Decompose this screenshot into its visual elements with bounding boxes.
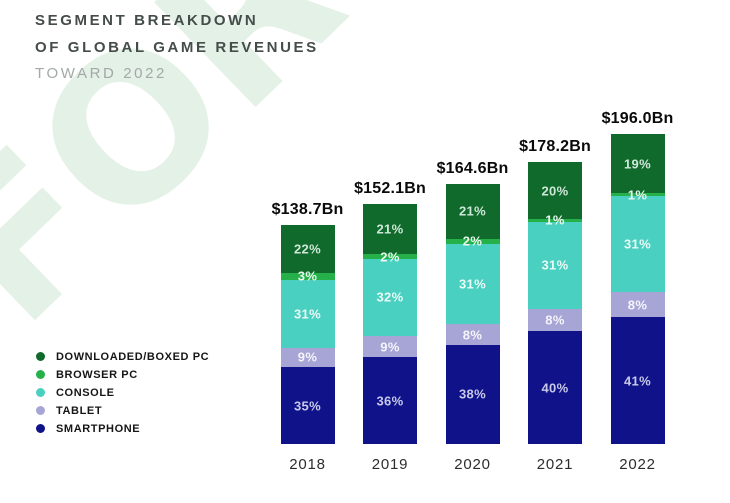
bar-total-label: $152.1Bn	[354, 179, 426, 197]
segment-value-label: 22%	[294, 241, 321, 257]
legend-label: TABLET	[56, 404, 103, 417]
bar-segment-smartphone: 40%	[528, 331, 582, 444]
bar-segment-tablet: 8%	[610, 292, 665, 317]
segment-value-label: 9%	[297, 349, 318, 365]
segment-value-label: 8%	[545, 312, 565, 328]
segment-value-label: 36%	[376, 393, 404, 409]
bar-segment-downloaded-boxed-pc: 21%	[363, 203, 417, 255]
segment-value-label: 41%	[624, 373, 651, 388]
chart-title-line2: OF GLOBAL GAME REVENUES	[35, 39, 319, 56]
segment-value-label: 31%	[294, 306, 321, 322]
segment-value-label: 21%	[376, 221, 404, 237]
segment-value-label: 8%	[627, 297, 648, 313]
bar-segment-smartphone: 36%	[363, 357, 417, 444]
bar-segment-smartphone: 41%	[610, 317, 665, 444]
legend-item-smartphone: SMARTPHONE	[36, 422, 209, 435]
x-axis-label-2020: 2020	[454, 456, 491, 473]
bar-2022: $196.0Bn 19% 1% 31% 8% 41% 2022	[602, 110, 674, 473]
segment-value-label: 20%	[541, 183, 569, 199]
legend-item-console: CONSOLE	[36, 386, 209, 399]
legend-color-dot	[36, 388, 45, 397]
bar-segment-console: 31%	[528, 221, 582, 309]
bar-segment-downloaded-boxed-pc: 19%	[610, 134, 665, 194]
bar-segment-console: 32%	[363, 259, 417, 336]
bar-segment-downloaded-boxed-pc: 22%	[280, 224, 335, 274]
segment-value-label: 19%	[624, 156, 651, 172]
legend-item-browser-pc: BROWSER PC	[36, 368, 209, 381]
legend-label: SMARTPHONE	[56, 422, 141, 435]
legend: DOWNLOADED/BOXED PC BROWSER PC CONSOLE TABL…	[36, 350, 210, 435]
chart-subtitle: TOWARD 2022	[35, 65, 167, 82]
legend-label: DOWNLOADED/BOXED PC	[56, 350, 210, 363]
bar-segment-console: 31%	[280, 279, 335, 348]
segment-value-label: 21%	[459, 203, 486, 219]
segment-value-label: 31%	[459, 276, 486, 292]
segment-value-label: 31%	[624, 236, 651, 252]
legend-color-dot	[36, 370, 45, 379]
bar-2020: $164.6Bn 21% 2% 31% 8% 38% 2020	[437, 160, 509, 473]
legend-color-dot	[36, 352, 45, 361]
bar-total-label: $164.6Bn	[436, 159, 509, 177]
legend-label: BROWSER PC	[56, 368, 138, 381]
chart-header: SEGMENT BREAKDOWN OF GLOBAL GAME REVENUE…	[35, 7, 319, 87]
chart-title-line1: SEGMENT BREAKDOWN	[35, 12, 259, 29]
segment-value-label: 40%	[541, 380, 569, 396]
segment-value-label: 38%	[459, 386, 486, 402]
legend-label: CONSOLE	[56, 386, 115, 399]
x-axis-label-2019: 2019	[371, 456, 409, 473]
x-axis-label-2021: 2021	[536, 456, 574, 473]
segment-value-label: 31%	[541, 257, 569, 273]
bar-2019: $152.1Bn 21% 2% 32% 9% 36% 2019	[354, 180, 426, 473]
segment-value-label: 8%	[462, 327, 483, 343]
legend-item-tablet: TABLET	[36, 404, 209, 417]
bar-segment-smartphone: 38%	[445, 345, 500, 444]
bar-2018: $138.7Bn 22% 3% 31% 9% 35% 2018	[272, 201, 344, 473]
segment-value-label: 9%	[380, 339, 400, 355]
bar-segment-tablet: 8%	[445, 324, 500, 346]
x-axis-label-2018: 2018	[289, 456, 326, 473]
bar-segment-console: 31%	[610, 196, 665, 293]
legend-color-dot	[36, 406, 45, 415]
segment-value-label: 35%	[294, 398, 321, 414]
x-axis-label-2022: 2022	[619, 456, 656, 473]
bar-segment-tablet: 8%	[528, 308, 582, 332]
bar-segment-tablet: 9%	[280, 347, 335, 368]
bar-total-label: $178.2Bn	[519, 138, 591, 156]
legend-color-dot	[36, 424, 45, 433]
legend-item-downloaded-boxed-pc: DOWNLOADED/BOXED PC	[36, 350, 210, 363]
segment-value-label: 32%	[376, 289, 404, 305]
bar-2021: $178.2Bn 20% 1% 31% 8% 40% 2021	[519, 138, 591, 473]
bar-total-label: $196.0Bn	[601, 110, 674, 128]
bar-segment-browser-pc: 3%	[280, 270, 335, 283]
bar-segment-smartphone: 35%	[280, 367, 335, 444]
bar-total-label: $138.7Bn	[271, 200, 344, 218]
bar-segment-downloaded-boxed-pc: 20%	[528, 162, 582, 219]
bar-segment-downloaded-boxed-pc: 21%	[445, 183, 500, 239]
bar-segment-tablet: 9%	[363, 335, 417, 358]
bar-segment-console: 31%	[445, 243, 500, 325]
